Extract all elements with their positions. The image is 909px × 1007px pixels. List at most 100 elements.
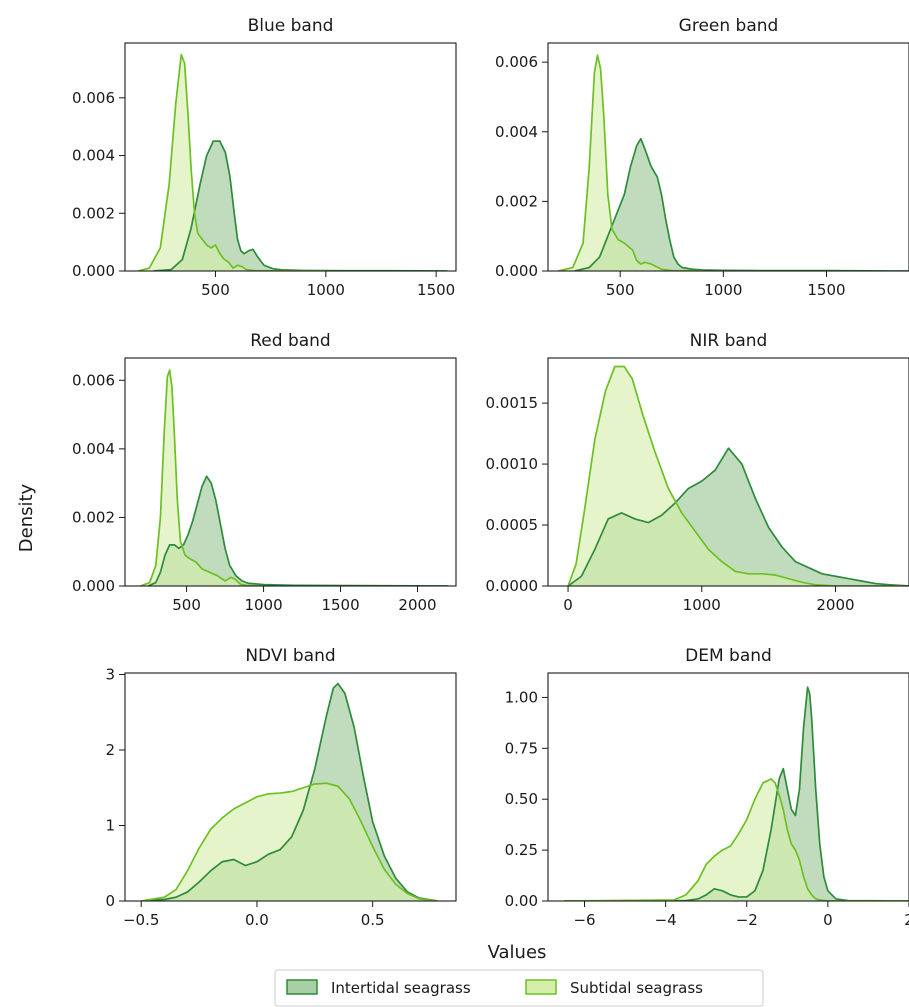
panel-title: Blue band [248,16,334,36]
y-tick-label: 0.002 [495,192,538,210]
series-group [564,686,909,901]
legend-swatch-subtidal [525,979,557,995]
panel-title: NIR band [690,331,768,351]
legend-label-subtidal: Subtidal seagrass [570,979,703,997]
panel-4: 0 1000 2000 0.0000 0.0005 0.0010 0.0015 NIR ban… [486,331,909,614]
x-tick-label: 2000 [816,596,854,614]
density-area-subtidal [140,370,264,586]
density-area-intertidal [574,138,909,271]
density-line-intertidal [574,137,909,271]
x-tick-label: 500 [201,281,230,299]
x-tick-label: −2 [736,911,758,929]
x-tick-label: 0 [563,596,573,614]
panel-title: DEM band [685,646,772,666]
x-tick-label: 500 [606,281,635,299]
density-line-subtidal [567,365,903,586]
plot-frame [547,357,909,587]
density-line-subtidal [140,369,264,586]
density-area-subtidal [568,366,903,586]
y-tick-label: 0 [105,892,115,910]
density-area-subtidal [141,783,438,901]
density-line-intertidal [564,686,909,901]
x-tick-label: 1000 [244,596,282,614]
plot-frame [124,42,457,272]
y-tick-label: 0.006 [72,89,115,107]
y-tick-label: 0.50 [505,790,538,808]
panel-5: −0.5 0.0 0.5 0 1 2 3 NDVI band [105,646,457,929]
x-tick-label: 1500 [321,596,359,614]
y-tick-label: 0.0000 [486,577,539,595]
density-area-subtidal [138,54,326,271]
x-tick-label: 0.0 [245,911,269,929]
density-line-intertidal [567,447,909,586]
x-tick-label: 2 [904,911,909,929]
panel-2: 500 1000 1500 0.000 0.002 0.004 0.006 Green ban… [495,16,909,299]
y-tick-label: 0.004 [72,147,115,165]
x-tick-label: 1000 [704,281,742,299]
x-tick-label: −0.5 [123,911,159,929]
density-line-subtidal [558,54,703,271]
x-tick-label: 500 [172,596,201,614]
series-group [141,682,438,901]
density-line-subtidal [564,778,909,901]
series-group [567,365,909,586]
y-tick-label: 0.004 [72,440,115,458]
y-tick-label: 0.0005 [486,516,539,534]
plot-frame [547,42,909,272]
panel-title: Green band [679,16,779,36]
legend: Intertidal seagrass Subtidal seagrass [274,969,764,1007]
x-tick-label: 0.5 [361,911,385,929]
legend-label-intertidal: Intertidal seagrass [331,979,471,997]
y-tick-label: 3 [105,666,115,684]
x-tick-label: −6 [573,911,595,929]
y-tick-label: 0.006 [495,53,538,71]
legend-swatch-intertidal [286,979,318,995]
x-tick-label: 1000 [683,596,721,614]
density-area-intertidal [148,476,449,586]
series-group [140,369,449,586]
x-tick-label: 1500 [807,281,845,299]
legend-frame [274,969,764,1007]
density-line-intertidal [141,682,438,901]
y-tick-label: 0.002 [72,508,115,526]
y-tick-label: 1.00 [505,688,538,706]
y-axis-label: Density [16,483,37,552]
density-line-intertidal [147,475,449,586]
plot-frame [124,672,457,902]
density-line-intertidal [153,140,448,271]
y-tick-label: 0.0015 [486,394,539,412]
panel-6: −6 −4 −2 0 2 0.00 0.25 0.50 0.75 1.00 DEM band [505,646,909,929]
panel-1: 500 1000 1500 0.000 0.002 0.004 0.006 Blue band [72,16,457,299]
y-tick-label: 0.004 [495,123,538,141]
y-tick-label: 0.006 [72,371,115,389]
plot-frame [547,672,909,902]
y-tick-label: 0.25 [505,841,538,859]
density-line-subtidal [138,53,326,271]
density-area-subtidal [558,55,703,271]
x-axis-label: Values [488,942,547,963]
y-tick-label: 0.002 [72,204,115,222]
panel-3: 500 1000 1500 2000 0.000 0.002 0.004 0.006 Red b… [72,331,457,614]
panel-title: Red band [250,331,330,351]
density-area-subtidal [564,778,909,901]
y-tick-label: 1 [105,817,115,835]
x-tick-label: −4 [655,911,677,929]
y-tick-label: 2 [105,741,115,759]
y-tick-label: 0.000 [495,262,538,280]
plot-frame [124,357,457,587]
panel-title: NDVI band [245,646,335,666]
series-group [558,54,909,271]
series-group [138,53,448,271]
x-tick-label: 1500 [417,281,455,299]
y-tick-label: 0.00 [505,892,538,910]
x-tick-label: 2000 [398,596,436,614]
density-line-subtidal [141,782,438,901]
density-area-intertidal [153,141,448,271]
y-tick-label: 0.0010 [486,455,539,473]
y-tick-label: 0.000 [72,577,115,595]
y-tick-label: 0.75 [505,739,538,757]
x-tick-label: 0 [823,911,833,929]
x-tick-label: 1000 [307,281,345,299]
